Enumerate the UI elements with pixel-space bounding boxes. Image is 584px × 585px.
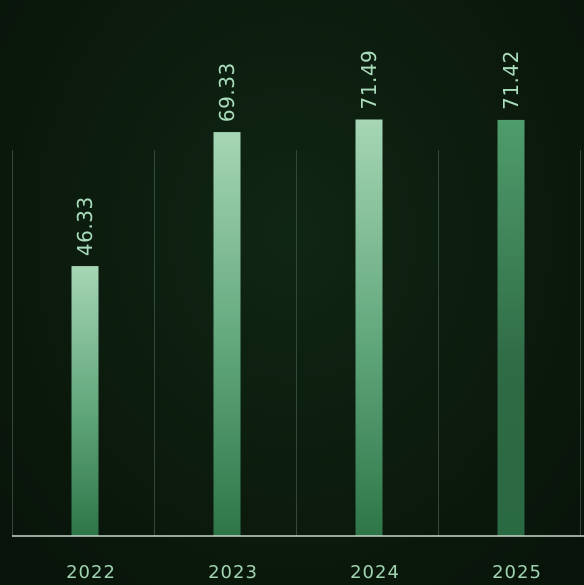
value-label-2024: 71.49: [357, 50, 381, 110]
value-labels: 46.33 69.33 71.49 71.42: [73, 50, 523, 256]
bar-2023: [213, 132, 241, 536]
x-tick-labels: 2022 2023 2024 2025: [66, 562, 542, 583]
tick-label-2024: 2024: [350, 562, 400, 583]
bar-2025: [497, 119, 525, 536]
value-label-2023: 69.33: [215, 62, 239, 122]
tick-label-2025: 2025: [492, 562, 542, 583]
tick-label-2023: 2023: [208, 562, 258, 583]
bar-series: [71, 119, 525, 536]
value-label-2022: 46.33: [73, 196, 97, 256]
bar-2024: [355, 119, 383, 536]
tick-label-2022: 2022: [66, 562, 116, 583]
bar-2022: [71, 266, 99, 536]
category-separators: [12, 150, 581, 536]
value-label-2025: 71.42: [499, 50, 523, 110]
